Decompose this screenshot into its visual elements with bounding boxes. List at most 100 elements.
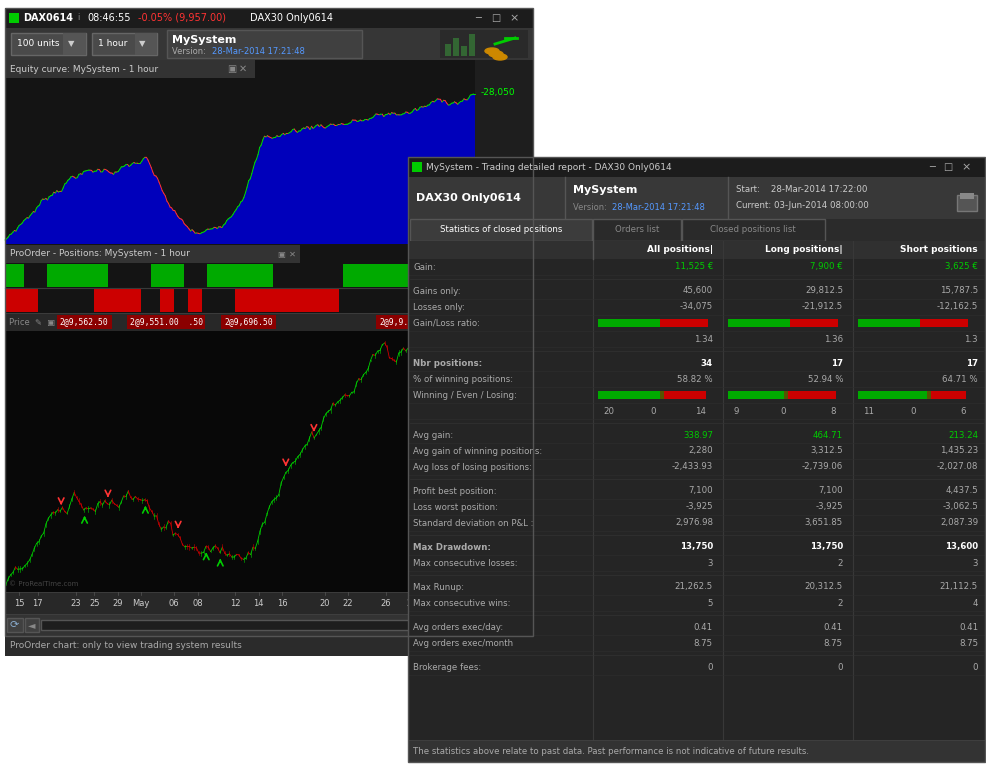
- Bar: [468, 34, 474, 56]
- Bar: [681, 219, 824, 241]
- Text: 08:46:55: 08:46:55: [87, 13, 130, 23]
- Text: ─: ─: [928, 162, 934, 172]
- Bar: [5, 28, 532, 60]
- Bar: [407, 315, 984, 331]
- Bar: [453, 38, 458, 56]
- Text: 0: 0: [837, 662, 842, 672]
- Ellipse shape: [488, 51, 503, 57]
- Bar: [787, 391, 835, 399]
- Text: 14: 14: [253, 598, 264, 607]
- Text: 11: 11: [862, 406, 874, 416]
- Bar: [460, 46, 466, 56]
- Ellipse shape: [492, 54, 507, 60]
- Bar: [407, 355, 984, 371]
- Bar: [5, 614, 532, 636]
- Text: 8: 8: [829, 406, 835, 416]
- Text: 58.82 %: 58.82 %: [676, 374, 712, 384]
- Text: ▼: ▼: [68, 40, 74, 48]
- Bar: [407, 539, 984, 555]
- Text: 13,750: 13,750: [809, 542, 842, 552]
- Bar: [235, 289, 338, 312]
- Text: 338.97: 338.97: [682, 430, 712, 439]
- Text: DAX30 Only0614: DAX30 Only0614: [249, 13, 332, 23]
- Bar: [728, 319, 789, 327]
- Text: 28-Mar-2014 17:21:48: 28-Mar-2014 17:21:48: [611, 202, 704, 212]
- Bar: [407, 635, 984, 651]
- Text: Avg gain:: Avg gain:: [412, 430, 453, 439]
- Bar: [440, 30, 528, 58]
- Bar: [407, 459, 984, 475]
- Text: MySystem - Trading detailed report - DAX30 Only0614: MySystem - Trading detailed report - DAX…: [426, 163, 670, 171]
- Text: -3,062.5: -3,062.5: [942, 503, 977, 512]
- Text: Short positions: Short positions: [899, 245, 977, 254]
- Bar: [9, 13, 19, 23]
- Text: 213.24: 213.24: [947, 430, 977, 439]
- Bar: [5, 592, 532, 614]
- Bar: [407, 157, 984, 762]
- Text: □: □: [942, 162, 951, 172]
- Bar: [407, 299, 984, 315]
- Text: 8.75: 8.75: [823, 639, 842, 648]
- Text: 15: 15: [14, 598, 25, 607]
- Text: 64.71 %: 64.71 %: [942, 374, 977, 384]
- Bar: [407, 619, 984, 635]
- Text: Closed positions list: Closed positions list: [709, 225, 795, 235]
- Bar: [376, 315, 431, 329]
- Text: Long positions|: Long positions|: [764, 245, 842, 254]
- Text: 1.3: 1.3: [963, 335, 977, 344]
- Text: 3,312.5: 3,312.5: [810, 446, 842, 455]
- Bar: [783, 391, 787, 399]
- Text: i: i: [77, 14, 79, 22]
- Text: 0: 0: [971, 662, 977, 672]
- Bar: [5, 60, 254, 78]
- Bar: [95, 289, 141, 312]
- Text: 20: 20: [319, 598, 329, 607]
- Text: Avg loss of losing positions:: Avg loss of losing positions:: [412, 462, 531, 471]
- Text: 17: 17: [965, 358, 977, 367]
- Text: 11,525 €: 11,525 €: [674, 263, 712, 271]
- Text: DAX30 Only0614: DAX30 Only0614: [415, 193, 521, 203]
- Bar: [407, 219, 984, 241]
- Text: 3,651.85: 3,651.85: [804, 519, 842, 527]
- Text: 17: 17: [830, 358, 842, 367]
- Text: ▼: ▼: [139, 40, 145, 48]
- Bar: [11, 33, 86, 55]
- Text: Nbr positions:: Nbr positions:: [412, 358, 481, 367]
- Text: ≡: ≡: [441, 620, 450, 630]
- Bar: [407, 403, 984, 419]
- Text: -21,912.5: -21,912.5: [801, 303, 842, 312]
- Bar: [407, 241, 984, 259]
- Text: 25: 25: [89, 598, 100, 607]
- Bar: [63, 33, 86, 55]
- Text: Standard deviation on P&L :: Standard deviation on P&L :: [412, 519, 533, 527]
- Bar: [593, 219, 680, 241]
- Text: 0: 0: [780, 406, 785, 416]
- Text: 3: 3: [707, 558, 712, 568]
- Text: 45,600: 45,600: [682, 286, 712, 296]
- Bar: [926, 391, 930, 399]
- Text: Max Drawdown:: Max Drawdown:: [412, 542, 490, 552]
- Bar: [959, 193, 973, 199]
- Text: 20,312.5: 20,312.5: [804, 582, 842, 591]
- Bar: [5, 331, 532, 592]
- Text: Loss worst position:: Loss worst position:: [412, 503, 498, 512]
- Text: 0: 0: [650, 406, 655, 416]
- Text: Max consecutive losses:: Max consecutive losses:: [412, 558, 517, 568]
- Bar: [660, 391, 664, 399]
- Text: -34,075: -34,075: [679, 303, 712, 312]
- Bar: [407, 555, 984, 571]
- Bar: [407, 387, 984, 403]
- Text: 8.75: 8.75: [958, 639, 977, 648]
- Bar: [437, 264, 474, 287]
- Text: 20: 20: [602, 406, 613, 416]
- Text: 25,000: 25,000: [480, 166, 512, 174]
- Bar: [407, 483, 984, 499]
- Text: Max Runup:: Max Runup:: [412, 582, 463, 591]
- Bar: [207, 264, 272, 287]
- Bar: [598, 319, 660, 327]
- Bar: [5, 289, 37, 312]
- Bar: [5, 8, 532, 636]
- Text: Start:    28-Mar-2014 17:22:00: Start: 28-Mar-2014 17:22:00: [736, 186, 867, 195]
- Text: Orders list: Orders list: [614, 225, 659, 235]
- Text: 4: 4: [971, 598, 977, 607]
